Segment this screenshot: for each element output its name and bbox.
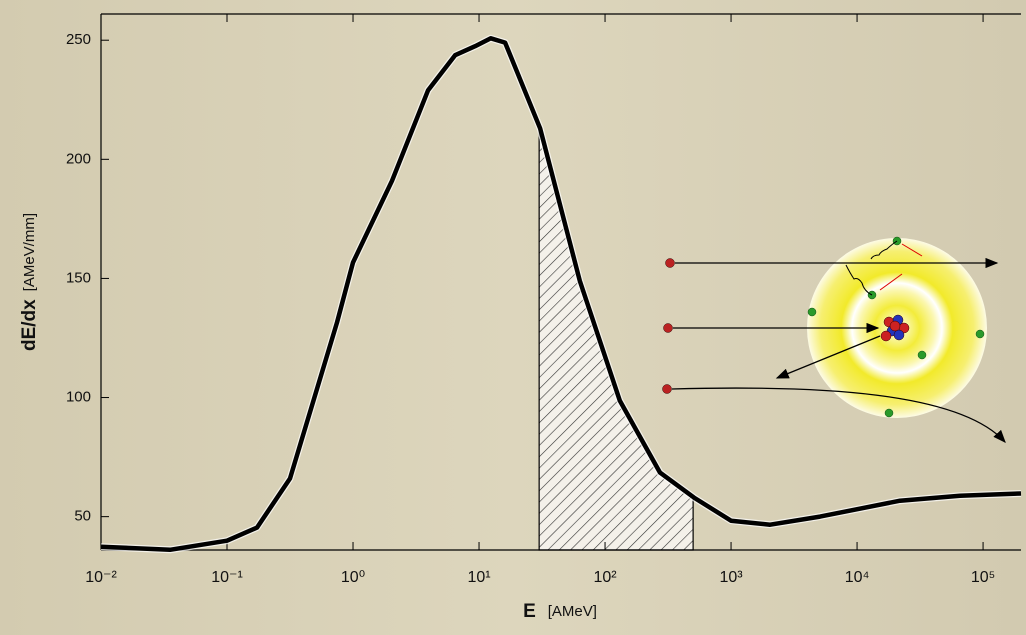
atom-illustration: [662, 236, 1006, 443]
y-axis-label: dE/dx [AMeV/mm]: [19, 213, 40, 351]
y-tick-label: 200: [66, 150, 91, 167]
x-tick-label: 10⁻²: [85, 569, 117, 586]
x-tick-label: 10³: [719, 569, 743, 586]
data-line: [100, 36, 1022, 553]
x-axis-label: E [AMeV]: [523, 601, 597, 622]
x-tick-label: 10¹: [467, 569, 490, 586]
x-axis-title: E: [523, 601, 536, 622]
x-tick-label: 10⁴: [845, 569, 870, 586]
y-tick-label: 150: [66, 269, 91, 286]
x-tick-label: 10⁰: [341, 569, 365, 586]
y-axis-title: dE/dx: [19, 299, 40, 351]
x-tick-label: 10²: [593, 569, 617, 586]
x-tick-label: 10⁻¹: [211, 569, 243, 586]
plot-area: 50 100 150 200 250 10⁻² 10⁻¹ 10⁰ 10¹ 10² 10³ 10⁴ 10⁵: [66, 13, 1022, 586]
x-tick-label: 10⁵: [971, 569, 995, 586]
x-axis-unit: [AMeV]: [548, 603, 597, 620]
y-tick-label: 50: [74, 508, 91, 525]
y-axis-unit: [AMeV/mm]: [21, 213, 38, 291]
y-tick-label: 100: [66, 389, 91, 406]
y-tick-label: 250: [66, 31, 91, 48]
